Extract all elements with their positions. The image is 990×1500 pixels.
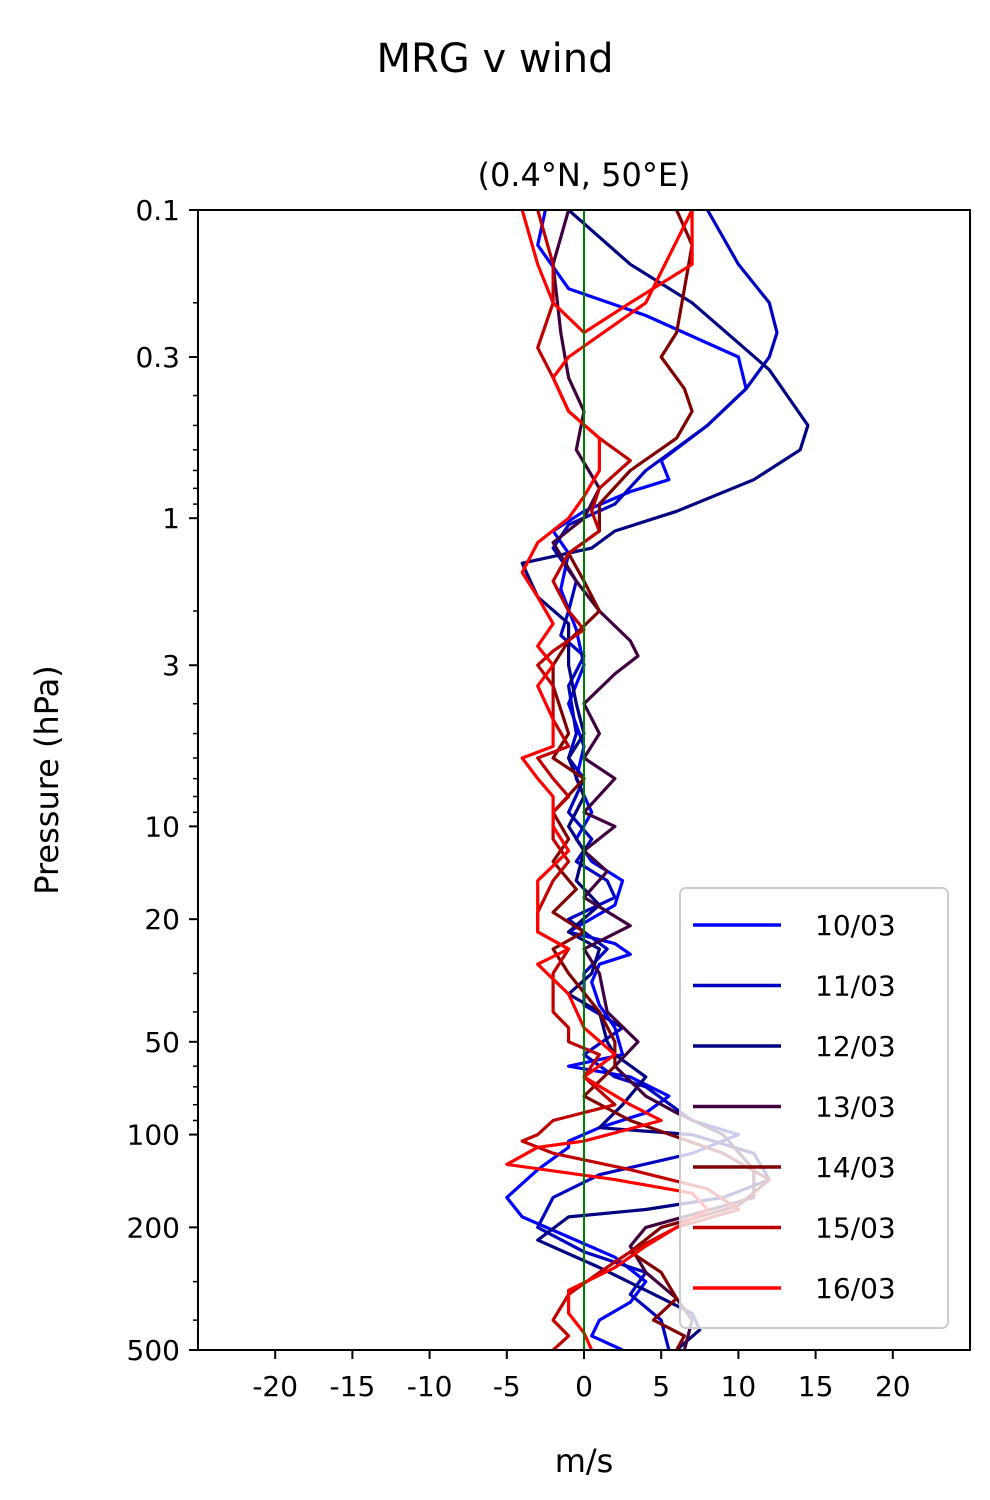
x-tick-label: -15 xyxy=(330,1370,376,1403)
y-tick-label: 1 xyxy=(162,502,180,535)
legend-label: 15/03 xyxy=(815,1212,896,1245)
x-axis-label: m/s xyxy=(555,1442,614,1480)
y-axis: 0.1 0.3 1 3 10 20 50 100 200 500 xyxy=(127,194,198,1367)
y-tick-label: 10 xyxy=(144,810,180,843)
x-tick-label: 15 xyxy=(798,1370,834,1403)
legend-label: 13/03 xyxy=(815,1091,896,1124)
legend-label: 12/03 xyxy=(815,1030,896,1063)
legend-label: 11/03 xyxy=(815,970,896,1003)
y-tick-label: 500 xyxy=(127,1334,180,1367)
legend-label: 10/03 xyxy=(815,909,896,942)
legend-box xyxy=(679,887,949,1329)
y-tick-label: 0.1 xyxy=(135,194,180,227)
x-tick-label: -20 xyxy=(252,1370,298,1403)
legend: 10/03 11/03 12/03 13/03 14/03 15/03 16/03 xyxy=(679,887,949,1329)
x-tick-label: 5 xyxy=(652,1370,670,1403)
y-axis-label: Pressure (hPa) xyxy=(28,665,66,895)
x-tick-label: -10 xyxy=(407,1370,453,1403)
x-tick-label: 20 xyxy=(875,1370,911,1403)
x-tick-label: 10 xyxy=(721,1370,757,1403)
y-tick-label: 200 xyxy=(127,1211,180,1244)
y-tick-label: 3 xyxy=(162,649,180,682)
y-tick-label: 100 xyxy=(127,1119,180,1152)
legend-label: 16/03 xyxy=(815,1272,896,1305)
chart-suptitle: MRG v wind xyxy=(377,36,614,82)
y-tick-label: 50 xyxy=(144,1026,180,1059)
series-line-16-03 xyxy=(505,210,710,1350)
chart-title: (0.4°N, 50°E) xyxy=(477,156,690,194)
x-tick-label: 0 xyxy=(575,1370,593,1403)
legend-label: 14/03 xyxy=(815,1151,896,1184)
series-line-11-03 xyxy=(536,210,779,1350)
series-line-15-03 xyxy=(520,210,740,1350)
series-layer xyxy=(505,210,810,1350)
y-tick-label: 0.3 xyxy=(135,341,180,374)
x-axis: -20 -15 -10 -5 0 5 10 15 20 xyxy=(252,1350,911,1403)
y-tick-label: 20 xyxy=(144,903,180,936)
x-tick-label: -5 xyxy=(493,1370,521,1403)
